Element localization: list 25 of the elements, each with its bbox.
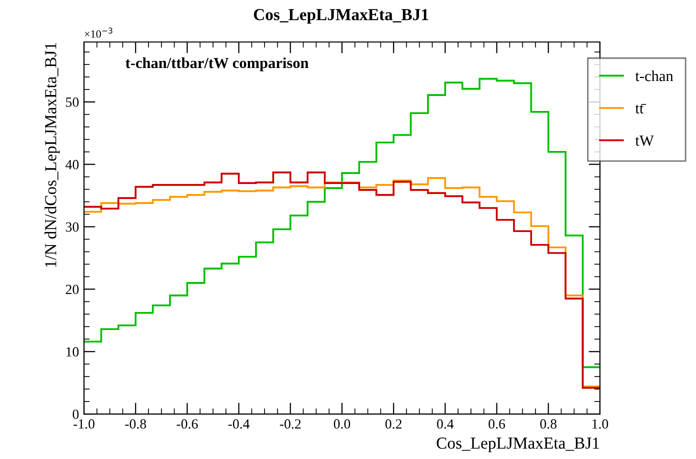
chart-title: Cos_LepLJMaxEta_BJ1 (254, 9, 428, 24)
x-tick-label: -1.0 (74, 419, 94, 429)
y-tick-label: 40 (66, 160, 79, 170)
legend-label: t-chan (635, 70, 674, 82)
x-tick-label: 0.8 (540, 419, 557, 429)
y-axis-title: 1/N dN/dCos_LepLJMaxEta_BJ1 (44, 43, 60, 267)
legend-label: tW (635, 136, 654, 146)
text: ×10$^{−3}$ (84, 28, 112, 38)
y-tick-label: 10 (66, 347, 79, 357)
x-tick-label: -0.2 (280, 419, 301, 429)
x-tick-label: 0.0 (334, 419, 350, 429)
y-tick-label: 0 (72, 410, 79, 419)
x-axis-title: Cos_LepLJMaxEta_BJ1 (436, 438, 599, 452)
x-tick-label: 0.4 (437, 419, 454, 429)
x-tick-label: -0.8 (125, 419, 146, 429)
x-tick-label: 0.6 (488, 419, 506, 429)
legend-label: tt̄ (635, 104, 646, 114)
x-tick-label: -0.4 (228, 419, 250, 429)
y-tick-label: 30 (66, 222, 79, 232)
annotation: t-chan/ttbar/tW comparison (126, 57, 309, 72)
x-tick-label: 0.2 (385, 419, 402, 429)
y-tick-label: 20 (66, 284, 79, 294)
x-tick-label: -0.6 (176, 419, 198, 429)
x-tick-label: 1.0 (592, 419, 608, 429)
y-tick-label: 50 (66, 98, 79, 107)
